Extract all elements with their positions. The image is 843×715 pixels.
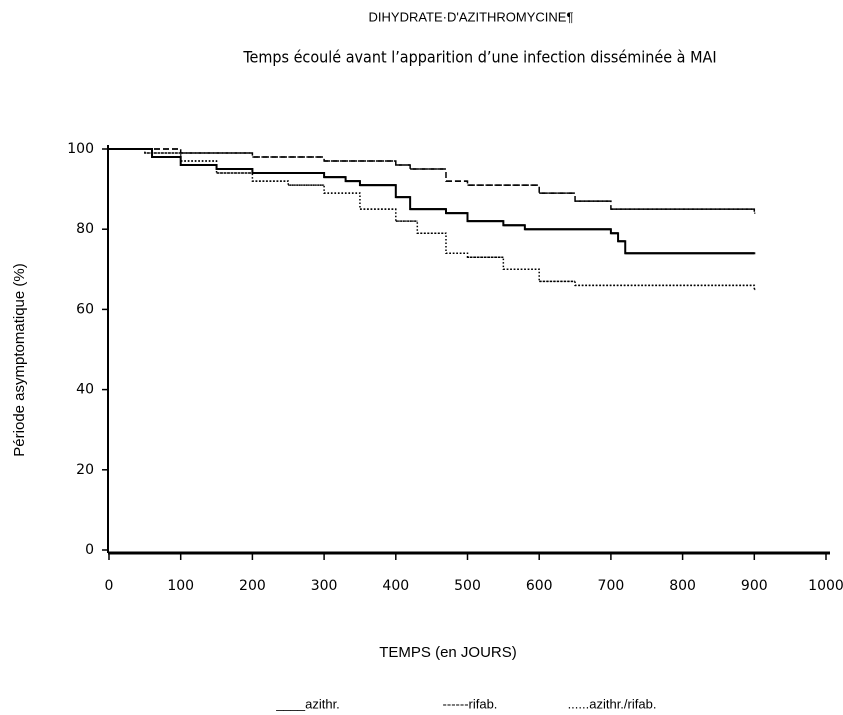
line-connector: [109, 148, 756, 290]
x-tick-label: 400: [382, 578, 409, 594]
legend-entry: ......azithr./rifab.: [568, 696, 657, 711]
y-axis-label: Période asymptomatique (%): [11, 263, 28, 456]
y-tick-label: 20: [76, 462, 94, 478]
x-tick-label: 0: [105, 578, 114, 594]
y-tick-label: 40: [76, 382, 94, 398]
chart-supertitle: DIHYDRATE·D'AZITHROMYCINE¶: [369, 9, 574, 24]
x-tick-label: 500: [454, 578, 481, 594]
x-tick-label: 800: [669, 578, 696, 594]
y-tick-label: 100: [67, 141, 94, 157]
x-tick-label: 200: [239, 578, 266, 594]
y-tick-label: 60: [76, 301, 94, 317]
y-tick-label: 80: [76, 221, 94, 237]
x-axis-label: TEMPS (en JOURS): [379, 644, 517, 661]
x-tick-label: 900: [741, 578, 768, 594]
x-tick-label: 300: [311, 578, 338, 594]
line-connector: [109, 148, 756, 214]
y-tick-label: 0: [85, 542, 94, 558]
chart-title: Temps écoulé avant l’apparition d’une in…: [242, 48, 716, 67]
legend-entry: ------rifab.: [443, 696, 498, 711]
x-tick-label: 1000: [808, 578, 843, 594]
x-tick-label: 100: [167, 578, 194, 594]
x-tick-label: 700: [598, 578, 625, 594]
x-tick-label: 600: [526, 578, 553, 594]
legend-entry: ____azithr.: [275, 696, 340, 711]
